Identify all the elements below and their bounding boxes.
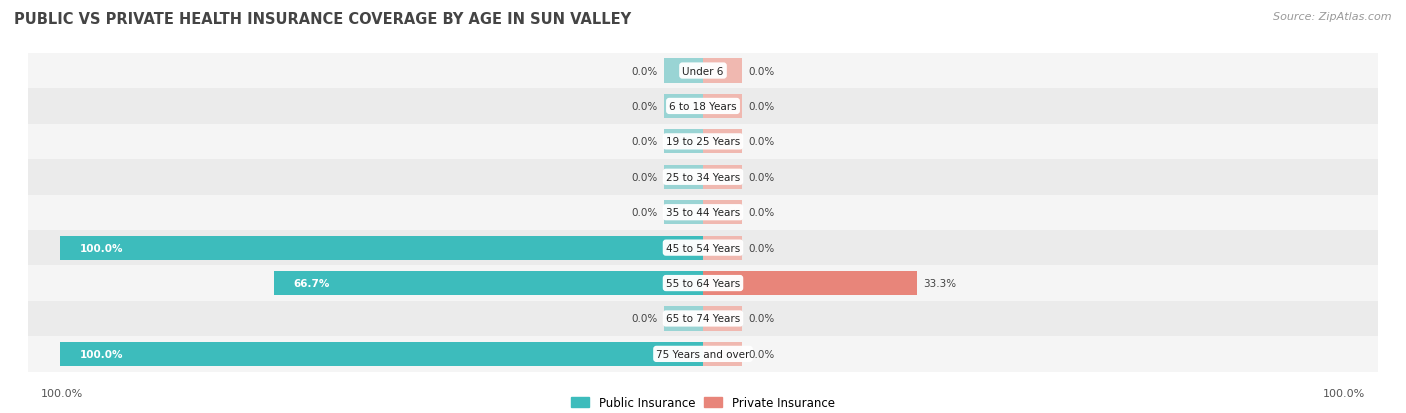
Text: 0.0%: 0.0% [748,137,775,147]
Bar [703,236,741,260]
Bar [665,165,703,190]
Bar [28,195,1378,230]
Bar [703,165,741,190]
Text: 0.0%: 0.0% [748,172,775,183]
Text: 35 to 44 Years: 35 to 44 Years [666,208,740,218]
Bar [28,89,1378,124]
Text: 0.0%: 0.0% [631,208,658,218]
Bar [703,342,741,366]
Text: 0.0%: 0.0% [748,243,775,253]
Text: 55 to 64 Years: 55 to 64 Years [666,278,740,288]
Text: 100.0%: 100.0% [80,349,124,359]
Text: 0.0%: 0.0% [748,314,775,324]
Text: 100.0%: 100.0% [80,243,124,253]
Bar [60,342,703,366]
Bar [28,230,1378,266]
Text: 0.0%: 0.0% [748,208,775,218]
Text: 0.0%: 0.0% [631,314,658,324]
Bar [703,59,741,83]
Legend: Public Insurance, Private Insurance: Public Insurance, Private Insurance [567,391,839,413]
Text: 65 to 74 Years: 65 to 74 Years [666,314,740,324]
Text: 0.0%: 0.0% [748,349,775,359]
Text: 66.7%: 66.7% [294,278,330,288]
Text: 75 Years and over: 75 Years and over [657,349,749,359]
Bar [274,271,703,295]
Text: 0.0%: 0.0% [631,137,658,147]
Bar [703,95,741,119]
Text: 100.0%: 100.0% [1323,388,1365,398]
Bar [665,59,703,83]
Bar [703,307,741,331]
Bar [703,271,917,295]
Bar [703,201,741,225]
Text: PUBLIC VS PRIVATE HEALTH INSURANCE COVERAGE BY AGE IN SUN VALLEY: PUBLIC VS PRIVATE HEALTH INSURANCE COVER… [14,12,631,27]
Text: 0.0%: 0.0% [631,172,658,183]
Text: 45 to 54 Years: 45 to 54 Years [666,243,740,253]
Bar [665,201,703,225]
Bar [28,301,1378,336]
Bar [665,307,703,331]
Bar [60,236,703,260]
Text: 25 to 34 Years: 25 to 34 Years [666,172,740,183]
Text: 6 to 18 Years: 6 to 18 Years [669,102,737,112]
Bar [28,266,1378,301]
Text: Under 6: Under 6 [682,66,724,76]
Text: 33.3%: 33.3% [924,278,956,288]
Text: 0.0%: 0.0% [748,66,775,76]
Bar [28,160,1378,195]
Bar [28,336,1378,372]
Text: 19 to 25 Years: 19 to 25 Years [666,137,740,147]
Text: Source: ZipAtlas.com: Source: ZipAtlas.com [1274,12,1392,22]
Bar [703,130,741,154]
Bar [28,124,1378,160]
Text: 0.0%: 0.0% [748,102,775,112]
Text: 0.0%: 0.0% [631,102,658,112]
Bar [28,54,1378,89]
Bar [665,95,703,119]
Text: 100.0%: 100.0% [41,388,83,398]
Bar [703,271,741,295]
Text: 0.0%: 0.0% [631,66,658,76]
Bar [665,130,703,154]
